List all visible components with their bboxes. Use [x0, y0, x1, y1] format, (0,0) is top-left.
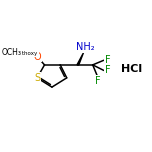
Text: F: F	[105, 66, 110, 75]
Text: F: F	[105, 55, 110, 65]
Text: F: F	[95, 76, 100, 86]
Text: methoxy: methoxy	[14, 51, 38, 56]
Text: OCH₃: OCH₃	[1, 48, 21, 57]
Text: NH₂: NH₂	[76, 42, 95, 52]
Polygon shape	[77, 53, 83, 65]
Text: O: O	[33, 52, 41, 62]
Text: HCl: HCl	[121, 64, 142, 74]
Text: S: S	[34, 73, 40, 83]
Text: methoxy: methoxy	[16, 52, 34, 56]
